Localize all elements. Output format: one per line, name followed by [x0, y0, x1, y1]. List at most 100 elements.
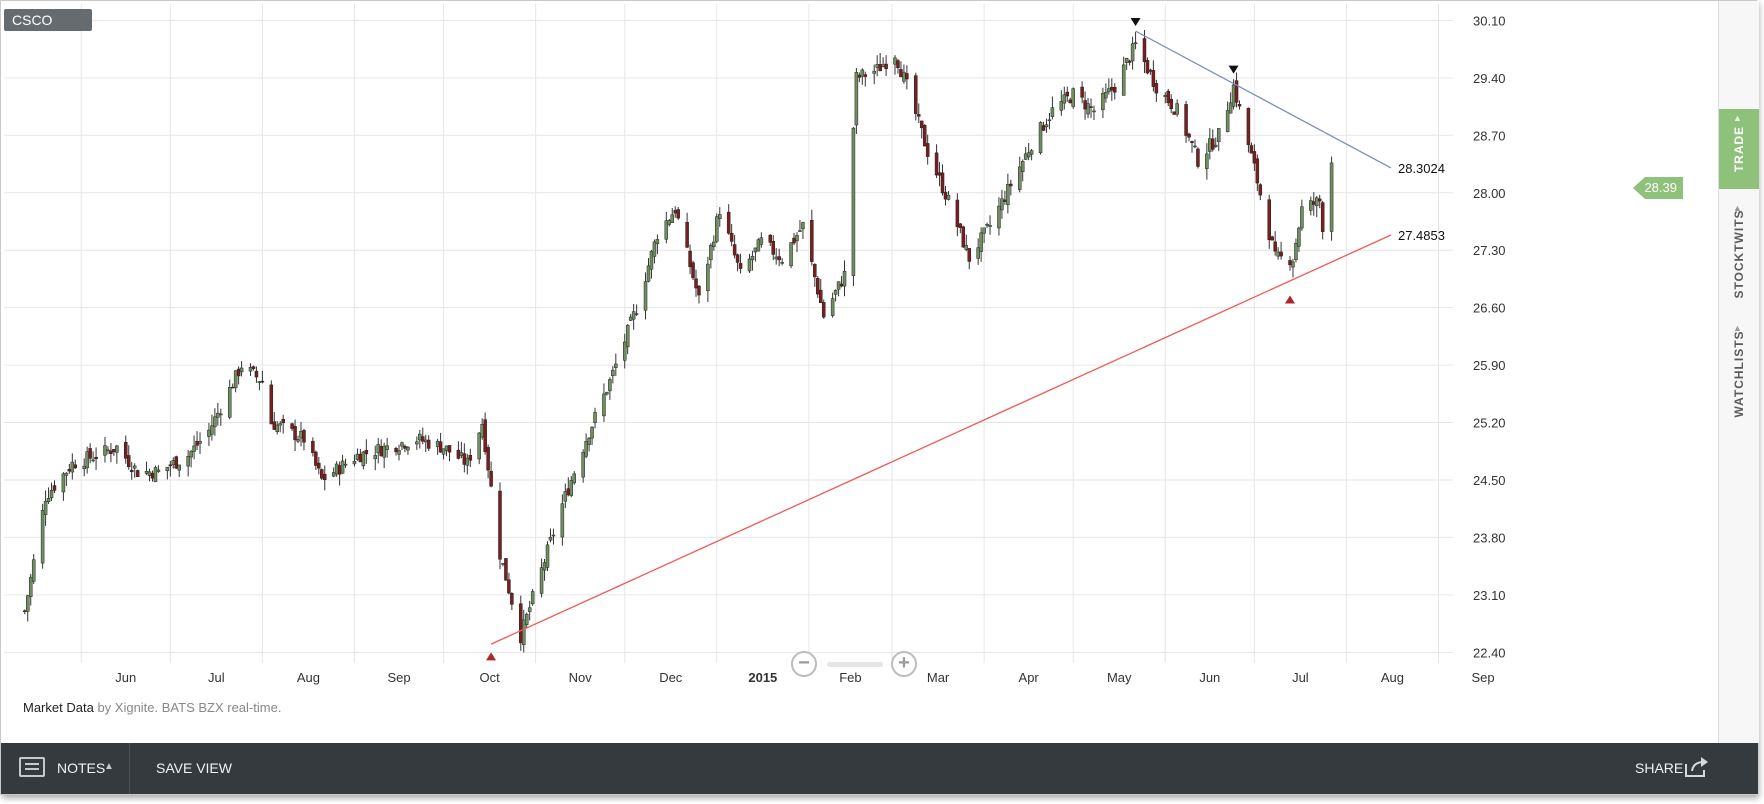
candle-body [902, 71, 906, 82]
ticker-badge[interactable]: CSCO [4, 9, 92, 31]
price-chart[interactable]: 22.40 23.10 23.80 24.50 25.20 25.90 26.60 27.30… [1, 1, 1758, 743]
candle-body [334, 463, 339, 475]
candle-body [649, 251, 654, 270]
tab-stocktwits[interactable]: ▲ STOCKTWITS [1719, 199, 1759, 309]
notes-button[interactable]: NOTES [57, 760, 106, 776]
share-button[interactable]: SHARE [1635, 760, 1684, 776]
tab-trade[interactable]: ▲ TRADE [1719, 109, 1759, 189]
candle-body [129, 469, 134, 473]
candle-body [646, 265, 651, 282]
candle-body [248, 367, 253, 372]
zoom-in-icon[interactable]: + [891, 651, 917, 677]
x-tick-label: Jul [1292, 670, 1309, 685]
candle-body [934, 152, 939, 176]
candle-body [459, 452, 464, 456]
candle-body [254, 370, 259, 378]
candle-body [899, 69, 903, 78]
candle-body [976, 247, 980, 259]
candle-body [64, 472, 69, 476]
current-price-tag: 28.39 [1633, 177, 1683, 199]
candle-body [958, 223, 963, 229]
candle-body [1142, 38, 1147, 63]
zoom-out-icon[interactable]: − [791, 651, 817, 677]
notes-icon[interactable] [19, 757, 45, 777]
candle-body [673, 210, 677, 214]
zoom-slider[interactable] [827, 662, 883, 667]
share-icon[interactable] [1684, 756, 1710, 778]
candle-body [379, 446, 383, 457]
x-tick-label: Oct [479, 670, 500, 685]
candle-body [1000, 198, 1004, 211]
candle-body [177, 464, 181, 471]
candle-body [833, 290, 838, 295]
candle-body [1127, 60, 1132, 63]
candle-body [144, 470, 149, 474]
candle-body [171, 460, 176, 465]
candle-body [421, 436, 425, 442]
candle-body [441, 448, 446, 455]
candle-body [1083, 100, 1087, 110]
candle-body [373, 455, 377, 460]
x-tick-label: 2015 [748, 670, 777, 685]
candle-body [210, 425, 214, 435]
candle-body [985, 223, 989, 226]
candle-body [614, 363, 618, 368]
candle-body [507, 579, 511, 594]
candle-body [1092, 110, 1096, 113]
candle-body [1270, 236, 1274, 241]
tab-watchlists[interactable]: ▲ WATCHLISTS [1719, 319, 1759, 429]
candle-body [1121, 64, 1126, 96]
resistance-trendline-label: 28.3024 [1398, 161, 1445, 176]
caret-up-icon[interactable]: ▲ [104, 761, 114, 772]
candle-body [1145, 60, 1150, 74]
y-tick-label: 25.20 [1473, 416, 1506, 431]
candle-body [759, 237, 764, 245]
candle-body [961, 226, 966, 248]
candle-body [611, 369, 615, 377]
candle-body [789, 242, 793, 267]
candle-body [622, 341, 627, 361]
candle-body [192, 445, 196, 452]
save-view-button[interactable]: SAVE VIEW [156, 760, 232, 776]
candle-body [1249, 145, 1254, 154]
candle-body [1009, 183, 1013, 187]
y-tick-label: 28.70 [1473, 128, 1506, 143]
candle-body [1163, 94, 1168, 97]
candle-body [219, 413, 223, 416]
candle-body [780, 262, 784, 264]
candle-body [352, 460, 357, 465]
candle-body [634, 313, 639, 315]
candle-body [628, 316, 633, 321]
candle-body [854, 72, 859, 126]
x-tick-label: Jun [1199, 670, 1220, 685]
candle-body [135, 470, 140, 477]
candle-body [385, 445, 389, 450]
support-trendline-label: 27.4853 [1398, 228, 1445, 243]
candle-body [426, 439, 431, 449]
tab-stocktwits-label: STOCKTWITS [1732, 209, 1746, 299]
candle-body [31, 559, 36, 582]
candle-body [946, 194, 951, 200]
candle-body [1023, 153, 1028, 160]
y-tick-label: 29.40 [1473, 71, 1506, 86]
candle-body [964, 245, 969, 250]
candle-body [608, 379, 612, 392]
candle-body [1062, 94, 1067, 104]
candle-body [1017, 166, 1022, 190]
resistance-trendline [1135, 30, 1392, 169]
candle-body [816, 278, 820, 295]
candle-body [625, 324, 630, 348]
candle-body [198, 441, 202, 444]
candle-body [1300, 206, 1304, 229]
candle-body [1279, 251, 1283, 257]
candle-body [997, 205, 1001, 229]
candle-body [1038, 122, 1043, 153]
candle-body [299, 431, 303, 439]
y-tick-label: 23.10 [1473, 588, 1506, 603]
candle-body [747, 258, 752, 272]
candle-body [1309, 200, 1313, 211]
candle-body [126, 455, 131, 468]
x-tick-label: Jun [115, 670, 136, 685]
candle-body [132, 465, 137, 469]
candle-body [955, 199, 960, 228]
